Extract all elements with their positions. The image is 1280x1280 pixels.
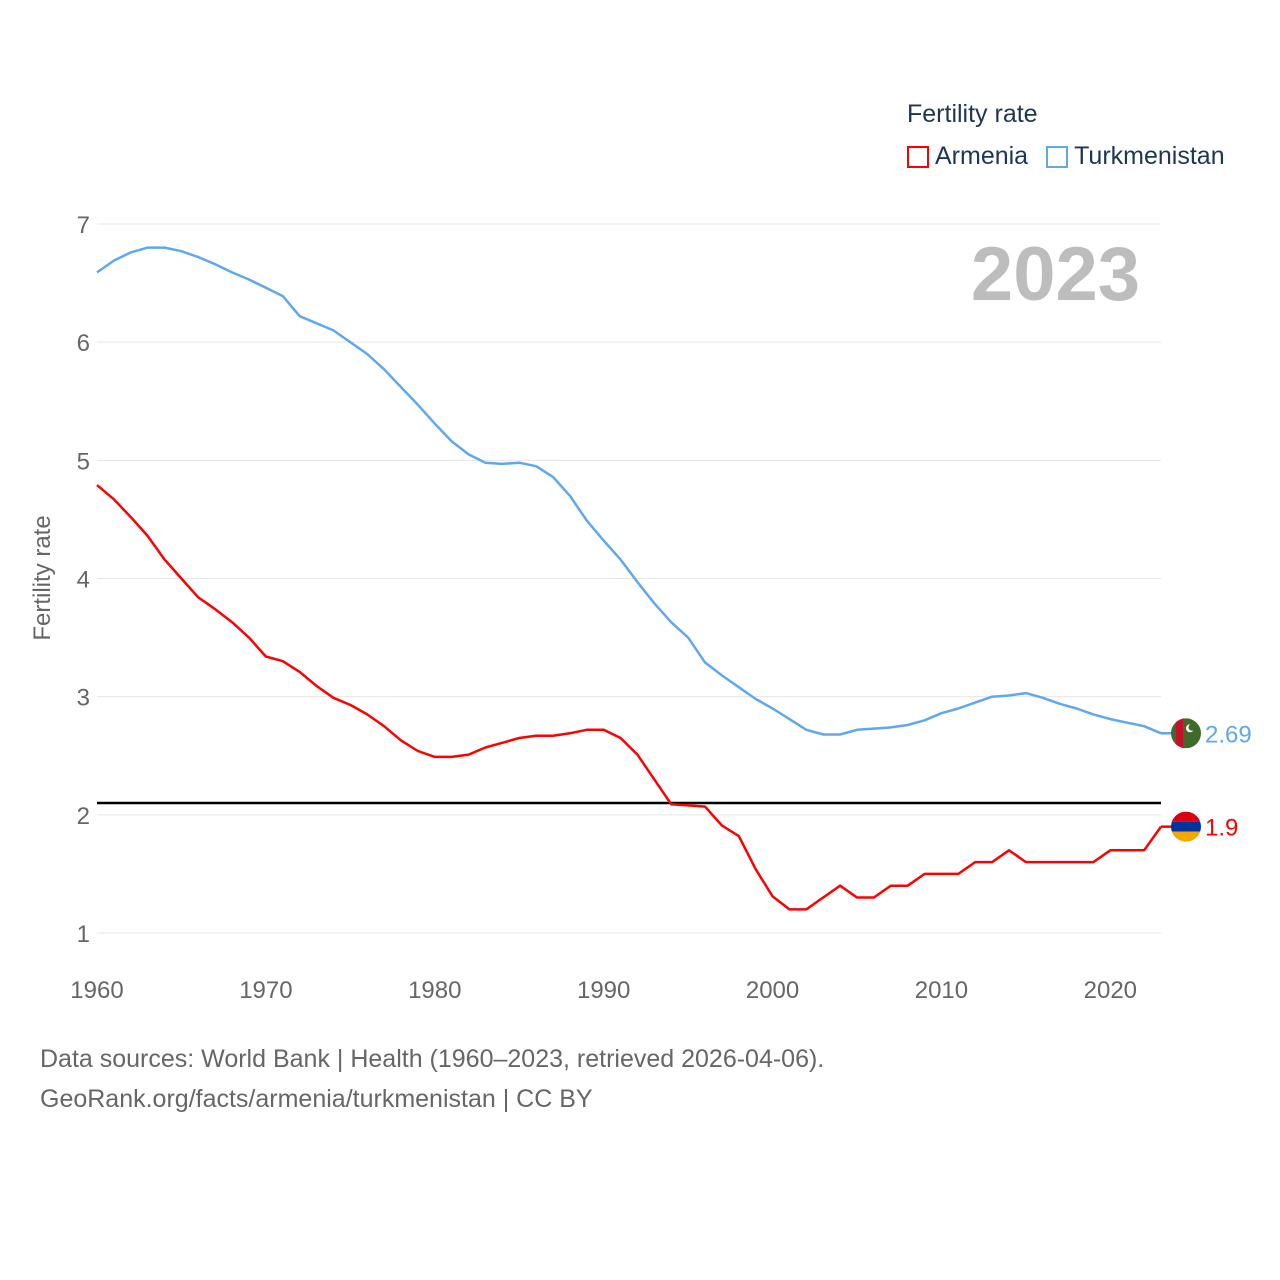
x-tick-label: 1990 bbox=[577, 977, 630, 1004]
year-label: 2023 bbox=[971, 232, 1140, 317]
x-tick-label: 1970 bbox=[239, 977, 292, 1004]
x-tick-label: 2000 bbox=[746, 977, 799, 1004]
source-note: Data sources: World Bank | Health (1960–… bbox=[40, 1045, 825, 1073]
y-tick-label: 4 bbox=[77, 567, 90, 594]
x-tick-label: 2010 bbox=[915, 977, 968, 1004]
legend-label: Armenia bbox=[935, 142, 1029, 170]
y-axis-label: Fertility rate bbox=[29, 515, 56, 640]
x-tick-label: 2020 bbox=[1084, 977, 1137, 1004]
crescent-icon bbox=[1188, 723, 1196, 731]
legend: Armenia Turkmenistan bbox=[907, 142, 1243, 171]
legend-title: Fertility rate bbox=[907, 100, 1038, 128]
legend-swatch bbox=[907, 145, 929, 168]
turkmenistan-flag-icon bbox=[1171, 718, 1201, 749]
legend-item-turkmenistan[interactable]: Turkmenistan bbox=[1046, 142, 1225, 171]
end-value-label: 2.69 bbox=[1205, 721, 1252, 748]
armenia-flag-icon bbox=[1171, 831, 1201, 842]
legend-label: Turkmenistan bbox=[1074, 142, 1225, 170]
series-line-armenia bbox=[96, 484, 1163, 911]
y-tick-label: 1 bbox=[77, 921, 90, 948]
end-value-label: 1.9 bbox=[1205, 815, 1238, 842]
y-tick-label: 2 bbox=[77, 803, 90, 830]
series-line-turkmenistan bbox=[96, 246, 1162, 736]
y-tick-label: 6 bbox=[77, 330, 90, 357]
legend-swatch bbox=[1046, 145, 1069, 168]
y-tick-label: 5 bbox=[77, 448, 90, 475]
x-tick-label: 1960 bbox=[70, 977, 123, 1004]
legend-item-armenia[interactable]: Armenia bbox=[907, 142, 1028, 171]
y-tick-label: 7 bbox=[77, 212, 90, 239]
source-link[interactable]: GeoRank.org/facts/armenia/turkmenistan |… bbox=[40, 1085, 593, 1113]
armenia-flag-icon bbox=[1171, 821, 1201, 832]
armenia-flag-icon bbox=[1171, 811, 1201, 822]
turkmenistan-flag-icon bbox=[1176, 718, 1183, 749]
y-tick-label: 3 bbox=[77, 685, 90, 712]
x-tick-label: 1980 bbox=[408, 977, 461, 1004]
